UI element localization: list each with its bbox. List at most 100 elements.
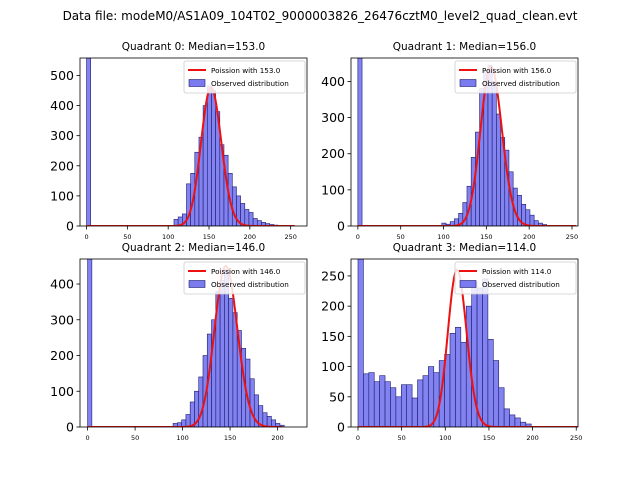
legend-bar-swatch bbox=[189, 80, 205, 87]
histogram-bar bbox=[401, 385, 406, 427]
histogram-bar bbox=[488, 339, 493, 427]
histogram-bar bbox=[358, 58, 362, 226]
x-tick-label: 200 bbox=[271, 434, 283, 442]
panel-title: Quadrant 3: Median=114.0 bbox=[393, 242, 536, 254]
x-tick-label: 200 bbox=[523, 233, 535, 241]
legend-bar-swatch bbox=[460, 281, 476, 288]
histogram-bar bbox=[245, 209, 249, 226]
histogram-bar bbox=[515, 418, 520, 427]
x-tick-label: 0 bbox=[84, 233, 88, 241]
legend: Poission with 146.0 Observed distribution bbox=[184, 262, 305, 294]
x-tick-label: 100 bbox=[176, 434, 188, 442]
histogram-bar bbox=[267, 416, 271, 427]
x-tick-label: 250 bbox=[570, 434, 582, 442]
x-tick-label: 100 bbox=[162, 233, 174, 241]
x-tick-label: 0 bbox=[86, 434, 90, 442]
histogram-bar bbox=[428, 367, 433, 427]
y-tick-label: 400 bbox=[321, 74, 345, 89]
y-tick-label: 200 bbox=[50, 348, 74, 363]
x-tick-label: 100 bbox=[437, 233, 449, 241]
suptitle: Data file: modeM0/AS1A09_104T02_90000038… bbox=[63, 9, 578, 23]
histogram-bar bbox=[418, 380, 423, 427]
histogram-bar bbox=[250, 379, 254, 427]
panel-quadrant-2: 0 50 100 150 200 0 100 200 300 400 Quadrant 2: Med… bbox=[50, 242, 307, 442]
histogram-bar bbox=[358, 259, 363, 427]
histogram-bar bbox=[482, 279, 487, 427]
histogram-bar bbox=[412, 398, 417, 427]
y-tick-label: 200 bbox=[321, 299, 345, 314]
x-tick-label: 250 bbox=[284, 233, 296, 241]
histogram-bar bbox=[423, 376, 428, 427]
histogram-bar bbox=[526, 210, 530, 226]
histogram-bar bbox=[450, 333, 455, 427]
histogram-bar bbox=[455, 327, 460, 427]
histogram-bar bbox=[530, 215, 534, 226]
histogram-bar bbox=[380, 376, 385, 427]
legend-label-observed: Observed distribution bbox=[211, 280, 289, 289]
x-tick-label: 0 bbox=[356, 434, 360, 442]
x-tick-label: 50 bbox=[397, 233, 405, 241]
y-tick-label: 0 bbox=[337, 420, 345, 435]
histogram-bar bbox=[493, 361, 498, 427]
histogram-bar bbox=[186, 414, 190, 427]
legend-bar-swatch bbox=[460, 80, 476, 87]
histogram-bar bbox=[492, 81, 496, 226]
x-tick-label: 150 bbox=[203, 233, 215, 241]
x-tick-label: 50 bbox=[123, 233, 131, 241]
panel-title: Quadrant 0: Median=153.0 bbox=[122, 41, 265, 53]
legend-label-observed: Observed distribution bbox=[482, 280, 560, 289]
x-tick-label: 50 bbox=[397, 434, 405, 442]
x-tick-label: 100 bbox=[439, 434, 451, 442]
histogram-bar bbox=[229, 298, 233, 427]
y-tick-label: 250 bbox=[321, 268, 345, 283]
y-tick-label: 200 bbox=[321, 146, 345, 161]
histogram-bar bbox=[369, 373, 374, 427]
legend-label-observed: Observed distribution bbox=[211, 79, 289, 88]
y-tick-label: 100 bbox=[50, 384, 74, 399]
y-tick-label: 200 bbox=[50, 158, 74, 173]
y-tick-label: 100 bbox=[50, 188, 74, 203]
histogram-bar bbox=[87, 58, 91, 226]
histogram-bar bbox=[220, 280, 224, 427]
y-tick-label: 100 bbox=[321, 182, 345, 197]
legend-label-poisson: Poission with 153.0 bbox=[211, 66, 281, 75]
y-tick-label: 500 bbox=[50, 68, 74, 83]
x-tick-label: 150 bbox=[224, 434, 236, 442]
y-tick-label: 300 bbox=[50, 312, 74, 327]
x-tick-label: 200 bbox=[526, 434, 538, 442]
legend-bar-swatch bbox=[189, 281, 205, 288]
y-tick-label: 100 bbox=[321, 359, 345, 374]
histogram-bar bbox=[510, 415, 515, 427]
histogram-bar bbox=[374, 382, 379, 427]
y-tick-label: 300 bbox=[321, 110, 345, 125]
y-tick-label: 400 bbox=[50, 277, 74, 292]
histogram-bar bbox=[241, 203, 245, 226]
x-tick-label: 250 bbox=[566, 233, 578, 241]
histogram-bar bbox=[253, 218, 257, 226]
x-tick-label: 0 bbox=[356, 233, 360, 241]
y-tick-label: 400 bbox=[50, 98, 74, 113]
y-tick-label: 0 bbox=[337, 219, 345, 234]
histogram-bar bbox=[385, 382, 390, 427]
x-tick-label: 50 bbox=[131, 434, 139, 442]
panel-quadrant-3: 0 50 100 150 200 250 0 50 100 150 200 250 Quadrant 3… bbox=[321, 242, 582, 442]
histogram-bar bbox=[190, 402, 194, 427]
histogram-bar bbox=[461, 342, 466, 427]
panel-title: Quadrant 1: Median=156.0 bbox=[393, 41, 536, 53]
y-tick-label: 50 bbox=[329, 389, 345, 404]
y-tick-label: 0 bbox=[66, 420, 74, 435]
histogram-bar bbox=[211, 91, 215, 226]
histogram-bar bbox=[396, 397, 401, 427]
legend-label-observed: Observed distribution bbox=[482, 79, 560, 88]
histogram-bar bbox=[499, 388, 504, 427]
x-tick-label: 150 bbox=[483, 434, 495, 442]
y-tick-label: 150 bbox=[321, 329, 345, 344]
legend-label-poisson: Poission with 146.0 bbox=[211, 267, 281, 276]
histogram-bar bbox=[249, 212, 253, 226]
panel-title: Quadrant 2: Median=146.0 bbox=[122, 242, 265, 254]
